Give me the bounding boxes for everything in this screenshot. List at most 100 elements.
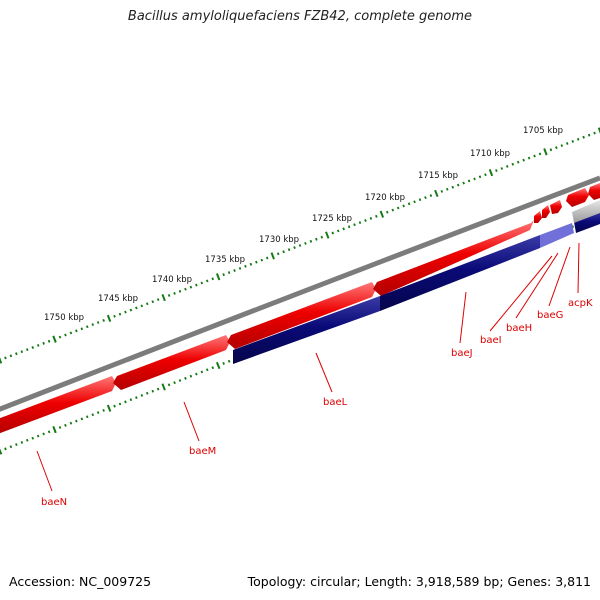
outer-scale-minor-tick (118, 312, 122, 316)
outer-scale-minor-tick (505, 164, 509, 168)
outer-scale-minor-tick (473, 177, 476, 181)
outer-scale-minor-tick (260, 258, 264, 262)
gene-label-baeM[interactable]: baeM (189, 446, 216, 457)
gene-label-baeN[interactable]: baeN (41, 497, 67, 508)
outer-scale-minor-tick (347, 225, 351, 229)
baeG-leader-line (548, 246, 571, 307)
outer-scale-minor-tick (467, 179, 471, 183)
outer-scale-minor-tick (587, 133, 591, 137)
inner-scale-minor-tick (124, 400, 127, 404)
outer-scale-minor-tick (129, 308, 133, 312)
gene-label-acpK[interactable]: acpK (568, 298, 593, 309)
inner-scale-minor-tick (42, 432, 45, 436)
outer-scale-minor-tick (91, 323, 95, 327)
outer-scale-minor-tick (315, 237, 318, 241)
outer-scale-minor-tick (42, 341, 45, 345)
gene-baeG-arrow[interactable] (550, 200, 562, 214)
gene-baeI-arrow[interactable] (534, 211, 542, 223)
outer-scale-minor-tick (593, 131, 596, 135)
topology-text: Topology: circular; Length: 3,918,589 bp… (247, 574, 591, 589)
outer-scale-minor-tick (167, 294, 171, 297)
outer-scale-minor-tick (407, 202, 411, 206)
outer-scale-minor-tick (527, 156, 531, 160)
inner-scale-minor-tick (9, 445, 13, 449)
gene-reverse-2-arrow[interactable] (380, 235, 540, 311)
outer-scale-minor-tick (369, 217, 373, 220)
outer-scale-minor-tick (249, 262, 253, 266)
inner-scale-major-tick (52, 426, 57, 434)
outer-scale-minor-tick (424, 196, 427, 200)
gene-baeN-arrow[interactable] (0, 376, 116, 435)
gene-baeJ-arrow[interactable] (373, 220, 534, 296)
inner-scale-minor-tick (15, 443, 18, 447)
outer-scale-minor-tick (173, 291, 176, 295)
outer-scale-minor-tick (396, 206, 400, 210)
outer-scale-minor-tick (113, 314, 116, 318)
inner-scale-minor-tick (20, 440, 24, 444)
outer-scale-minor-tick (151, 300, 155, 304)
gene-baeM-arrow[interactable] (113, 335, 230, 390)
outer-scale-minor-tick (36, 343, 40, 347)
outer-scale-major-tick (0, 357, 3, 364)
scale-label-1705: 1705 kbp (523, 126, 563, 136)
inner-scale-minor-tick (80, 417, 84, 421)
outer-scale-minor-tick (282, 250, 285, 254)
outer-scale-minor-tick (353, 223, 356, 227)
outer-scale-minor-tick (495, 169, 498, 173)
inner-scale-minor-tick (156, 387, 160, 391)
outer-scale-minor-tick (145, 302, 149, 306)
scale-labels: 1705 kbp 1710 kbp 1715 kbp 1720 kbp 1725… (44, 126, 563, 323)
baeI-leader-line (489, 255, 553, 332)
outer-scale-minor-tick (484, 173, 487, 177)
outer-scale-minor-tick (560, 144, 564, 148)
scale-label-1720: 1720 kbp (365, 193, 405, 203)
gene-baeL-arrow[interactable] (227, 282, 376, 349)
outer-scale-minor-tick (375, 214, 378, 218)
outer-scale-major-tick (52, 335, 57, 343)
outer-scale-minor-tick (178, 289, 182, 293)
gene-unlabeled-arrow[interactable] (588, 183, 600, 200)
rna-gene-arrow[interactable] (572, 200, 600, 223)
inner-scale-minor-tick (69, 421, 73, 425)
gene-reverse-4-arrow[interactable] (574, 212, 600, 233)
outer-scale-minor-tick (304, 241, 307, 245)
outer-scale-minor-tick (511, 162, 515, 166)
outer-scale-minor-tick (156, 298, 160, 302)
forward-strand-genes (0, 183, 600, 435)
gene-label-baeI[interactable]: baeI (480, 335, 502, 346)
outer-scale-minor-tick (80, 327, 84, 331)
outer-scale-major-tick (488, 169, 494, 177)
outer-scale-minor-tick (418, 198, 422, 202)
gene-acpK-arrow[interactable] (566, 188, 589, 207)
inner-scale-minor-tick (36, 434, 40, 438)
outer-scale-minor-tick (9, 354, 13, 358)
outer-scale-minor-tick (211, 277, 215, 281)
inner-scale-minor-tick (222, 361, 225, 365)
gene-label-baeH[interactable]: baeH (506, 323, 532, 334)
gene-label-baeJ[interactable]: baeJ (451, 348, 473, 359)
inner-scale-major-tick (0, 448, 3, 455)
inner-scale-minor-tick (189, 374, 193, 378)
inner-scale-minor-tick (173, 381, 176, 385)
outer-scale-minor-tick (391, 208, 395, 212)
outer-scale-minor-tick (75, 329, 78, 333)
gene-reverse-3-arrow[interactable] (540, 223, 574, 248)
outer-scale-major-tick (215, 273, 221, 281)
inner-scale-major-tick (161, 383, 166, 391)
outer-scale-minor-tick (549, 148, 553, 152)
outer-scale-minor-tick (500, 167, 504, 170)
outer-scale-minor-tick (184, 287, 187, 291)
inner-scale-minor-tick (129, 398, 133, 402)
outer-scale-minor-tick (265, 256, 269, 260)
inner-scale-minor-tick (4, 447, 7, 451)
genome-backbone (0, 175, 600, 412)
outer-scale-minor-tick (538, 152, 542, 156)
outer-scale-minor-tick (195, 283, 198, 287)
gene-reverse-1-arrow[interactable] (233, 296, 380, 364)
gene-label-baeL[interactable]: baeL (323, 397, 348, 408)
inner-scale-minor-tick (58, 426, 62, 429)
gene-baeH-arrow[interactable] (542, 205, 550, 218)
outer-scale-major-tick (106, 314, 112, 322)
gene-label-baeG[interactable]: baeG (537, 310, 563, 321)
inner-scale-minor-tick (25, 438, 29, 442)
